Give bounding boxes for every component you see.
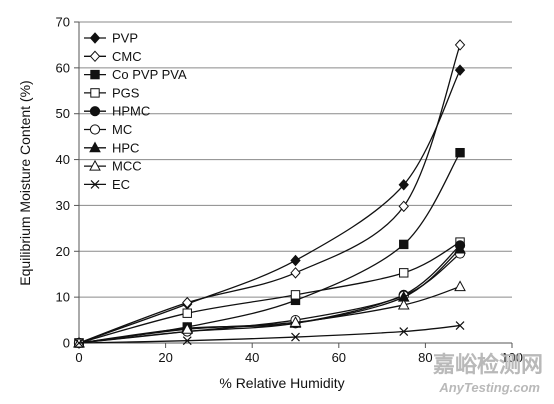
data-point-mcc-2 (289, 316, 302, 327)
data-point-mcc-1 (181, 322, 194, 334)
legend-item-hpc: HPC (84, 140, 139, 155)
legend-marker-pvp (89, 32, 101, 44)
legend-label-mc: MC (112, 122, 132, 137)
axes: 0 10 20 30 40 50 60 70 0 20 40 60 80 100 (56, 15, 523, 366)
legend-item-pvp: PVP (84, 31, 138, 46)
y-tick-label-10: 10 (56, 290, 70, 305)
series-mcc (73, 280, 466, 348)
data-point-co-pvp-pva-4 (455, 147, 465, 158)
legend-label-cmc: CMC (112, 49, 142, 64)
y-tick-label-50: 50 (56, 106, 70, 121)
watermark: 嘉峪检测网 AnyTesting.com (433, 352, 543, 395)
grid-layer (79, 21, 512, 298)
legend-marker-mc (89, 124, 101, 135)
x-tick-label-20: 20 (158, 350, 172, 365)
data-point-pgs-3 (399, 268, 409, 278)
series-layer (73, 39, 466, 349)
legend-label-pvp: PVP (112, 31, 138, 46)
legend-marker-mcc (89, 159, 101, 171)
series-line-mcc (78, 285, 461, 344)
legend-label-hpmc: HPMC (112, 104, 150, 119)
data-point-ec-4 (455, 321, 465, 330)
series-ec (74, 321, 465, 348)
legend-label-ec: EC (112, 177, 130, 192)
legend-marker-co-pvp-pva (90, 69, 100, 80)
data-point-cmc-3 (398, 200, 409, 213)
data-point-cmc-4 (454, 39, 466, 51)
data-point-pvp-3 (398, 179, 409, 191)
legend-label-co-pvp-pva: Co PVP PVA (112, 67, 187, 82)
legend-marker-pgs (90, 88, 100, 98)
data-point-cmc-1 (182, 296, 193, 309)
data-point-cmc-2 (290, 267, 301, 279)
data-point-hpc-4 (454, 242, 466, 254)
x-tick-label-100: 100 (501, 350, 523, 365)
x-axis-title: % Relative Humidity (219, 375, 344, 391)
legend-item-hpmc: HPMC (84, 104, 150, 119)
data-point-pgs-1 (182, 308, 192, 318)
y-axis-title: Equilibrium Moisture Content (%) (17, 80, 33, 285)
legend-marker-ec (90, 179, 100, 189)
legend-label-hpc: HPC (112, 140, 139, 155)
data-point-pvp-2 (290, 254, 301, 267)
x-tick-label-40: 40 (245, 350, 259, 365)
x-tick-label-80: 80 (418, 350, 432, 365)
data-point-ec-0 (74, 338, 84, 348)
legend-label-pgs: PGS (112, 85, 140, 100)
data-point-pvp-4 (454, 64, 466, 76)
x-tick-label-0: 0 (75, 350, 82, 365)
y-tick-label-20: 20 (56, 244, 70, 259)
data-point-ec-1 (182, 336, 192, 346)
series-line-cmc (78, 44, 461, 344)
legend-marker-hpc (89, 141, 101, 153)
y-tick-label-30: 30 (56, 198, 70, 213)
data-point-co-pvp-pva-3 (399, 239, 409, 250)
data-point-ec-2 (291, 332, 300, 342)
y-tick-label-60: 60 (56, 60, 70, 75)
legend-marker-cmc (89, 50, 101, 63)
legend-item-pgs: PGS (84, 85, 140, 100)
legend-item-mc: MC (84, 122, 132, 137)
y-tick-label-70: 70 (56, 15, 70, 30)
y-tick-label-0: 0 (63, 336, 70, 351)
legend-item-co-pvp-pva: Co PVP PVA (84, 67, 187, 82)
watermark-cn: 嘉峪检测网 (433, 352, 543, 378)
series-line-ec (78, 324, 461, 344)
data-point-pgs-2 (290, 290, 301, 300)
legend-marker-hpmc (89, 106, 101, 117)
data-point-mcc-4 (454, 280, 466, 292)
legend-item-mcc: MCC (84, 159, 142, 174)
data-point-ec-3 (399, 327, 409, 336)
legend-item-cmc: CMC (84, 49, 142, 64)
legend: PVP CMC Co PVP PVA PGS HPMC MC HPC MCC EC (84, 31, 187, 192)
legend-item-ec: EC (84, 177, 130, 192)
x-tick-label-60: 60 (332, 350, 346, 365)
data-point-mcc-3 (397, 298, 410, 310)
legend-label-mcc: MCC (112, 159, 142, 174)
watermark-en: AnyTesting.com (438, 380, 540, 395)
y-tick-label-40: 40 (56, 152, 70, 167)
series-co-pvp-pva (74, 147, 465, 348)
